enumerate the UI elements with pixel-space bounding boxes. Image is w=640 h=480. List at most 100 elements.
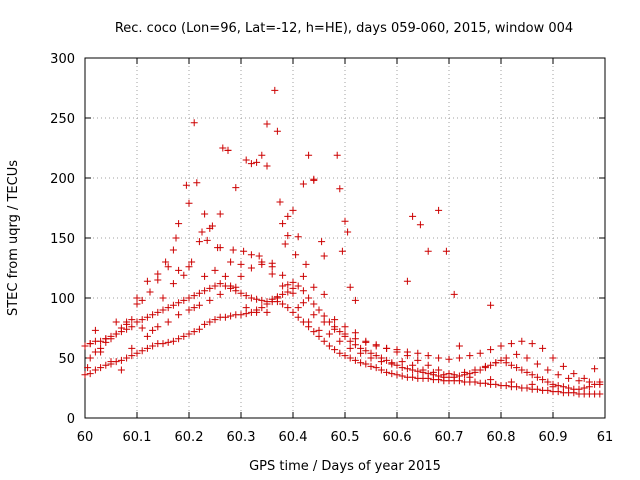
data-point	[195, 325, 203, 333]
data-point	[242, 292, 250, 300]
data-point	[279, 220, 287, 228]
data-point	[331, 346, 339, 354]
data-point	[357, 349, 365, 357]
data-point	[346, 344, 354, 352]
data-point	[206, 284, 214, 292]
data-point	[338, 247, 346, 255]
data-point	[585, 378, 593, 386]
chart-title: Rec. coco (Lon=96, Lat=-12, h=HE), days …	[115, 21, 573, 36]
data-point	[154, 276, 162, 284]
y-axis-label: STEC from uqrg / TECUs	[6, 160, 21, 316]
data-point	[182, 181, 190, 189]
data-point	[133, 294, 141, 302]
data-point	[383, 368, 391, 376]
data-point	[149, 326, 157, 334]
data-point	[333, 151, 341, 159]
data-point	[302, 260, 310, 268]
data-point	[237, 311, 245, 319]
data-point	[279, 290, 287, 298]
data-point	[497, 356, 505, 364]
data-point	[86, 340, 94, 348]
data-point	[565, 374, 573, 382]
data-point	[388, 370, 396, 378]
data-point	[237, 289, 245, 297]
data-point	[175, 220, 183, 228]
data-point	[414, 367, 422, 375]
data-point	[123, 320, 131, 328]
data-point	[169, 246, 177, 254]
data-point	[224, 146, 232, 154]
data-point	[565, 384, 573, 392]
y-tick-label: 250	[50, 112, 75, 127]
y-tick-label: 150	[50, 232, 75, 247]
data-point	[107, 358, 115, 366]
data-point	[533, 373, 541, 381]
data-point	[128, 323, 136, 331]
data-point	[227, 282, 235, 290]
data-point	[284, 288, 292, 296]
data-point	[232, 184, 240, 192]
data-point	[315, 332, 323, 340]
data-point	[344, 228, 352, 236]
data-point	[367, 362, 375, 370]
data-point	[596, 380, 604, 388]
data-point	[320, 290, 328, 298]
data-point	[284, 232, 292, 240]
data-point	[362, 338, 370, 346]
data-point	[172, 234, 180, 242]
data-point	[190, 292, 198, 300]
data-point	[424, 361, 432, 369]
data-point	[97, 348, 105, 356]
data-point	[138, 347, 146, 355]
data-point	[149, 342, 157, 350]
data-point	[523, 354, 531, 362]
data-point	[310, 283, 318, 291]
data-point	[372, 352, 380, 360]
data-point	[383, 356, 391, 364]
data-point	[242, 310, 250, 318]
data-point	[258, 304, 266, 312]
data-point	[528, 380, 536, 388]
data-point	[440, 371, 448, 379]
data-point	[299, 272, 307, 280]
data-point	[518, 366, 526, 374]
data-point	[341, 352, 349, 360]
data-point	[442, 247, 450, 255]
data-point	[346, 354, 354, 362]
data-point	[133, 300, 141, 308]
data-point	[575, 385, 583, 393]
data-point	[554, 371, 562, 379]
data-point	[263, 308, 271, 316]
data-point	[206, 318, 214, 326]
data-point	[539, 376, 547, 384]
data-point	[336, 337, 344, 345]
x-tick-label: 60.9	[539, 430, 568, 445]
data-point	[289, 206, 297, 214]
data-point	[466, 373, 474, 381]
data-point	[216, 290, 224, 298]
data-point	[271, 86, 279, 94]
data-point	[133, 318, 141, 326]
data-point	[513, 364, 521, 372]
data-point	[216, 280, 224, 288]
data-point	[549, 383, 557, 391]
data-point	[471, 378, 479, 386]
data-point	[117, 366, 125, 374]
data-point	[299, 180, 307, 188]
data-point	[398, 358, 406, 366]
data-point	[393, 361, 401, 369]
data-point	[185, 330, 193, 338]
data-point	[346, 283, 354, 291]
data-point	[292, 251, 300, 259]
data-point	[201, 320, 209, 328]
data-point	[175, 299, 183, 307]
data-point	[377, 366, 385, 374]
data-point	[201, 272, 209, 280]
data-point	[341, 217, 349, 225]
data-point	[273, 294, 281, 302]
data-point	[331, 316, 339, 324]
data-point	[523, 368, 531, 376]
data-point	[331, 325, 339, 333]
data-point	[544, 386, 552, 394]
data-point	[492, 380, 500, 388]
